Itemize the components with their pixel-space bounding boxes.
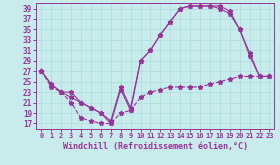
X-axis label: Windchill (Refroidissement éolien,°C): Windchill (Refroidissement éolien,°C) <box>63 142 248 151</box>
